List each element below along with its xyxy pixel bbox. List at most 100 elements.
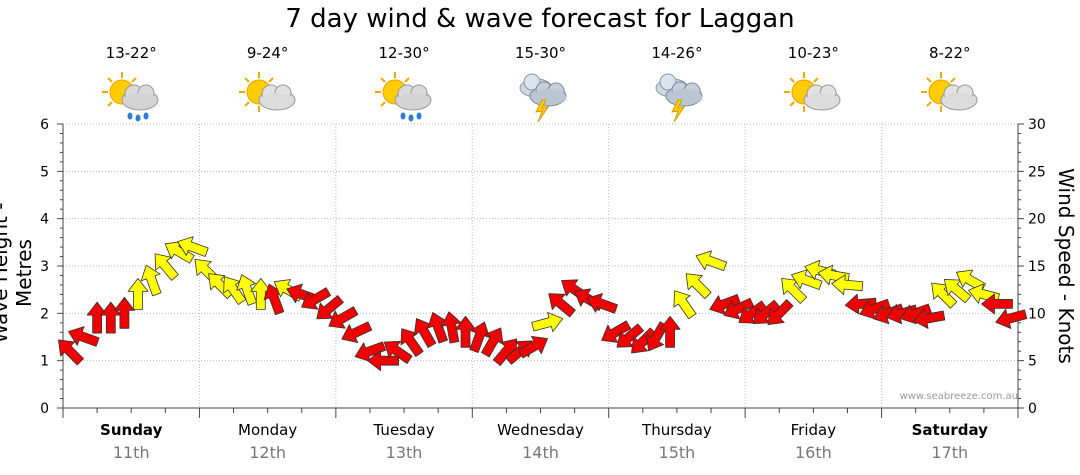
sun-cloud-icon <box>778 66 848 124</box>
right-tick-label: 15 <box>1028 259 1046 275</box>
wind-arrow <box>236 274 257 306</box>
wind-arrow <box>931 282 958 309</box>
wind-arrow <box>995 308 1028 329</box>
sun-cloud-icon <box>915 66 985 124</box>
wind-arrow <box>58 339 84 366</box>
sun-cloud-icon <box>233 66 303 124</box>
wind-arrow <box>859 298 891 320</box>
right-tick-label: 30 <box>1028 117 1046 133</box>
right-tick-label: 5 <box>1028 354 1037 370</box>
wind-arrow <box>685 273 712 300</box>
storm-icon <box>642 66 712 124</box>
wind-arrow <box>548 293 576 318</box>
wind-arrow <box>383 340 413 364</box>
x-date-label: 16th <box>794 443 832 462</box>
wind-arrow <box>86 301 108 334</box>
x-date-label: 15th <box>658 443 696 462</box>
wind-arrow <box>738 300 768 324</box>
wind-arrow <box>341 321 373 344</box>
wind-arrow <box>943 279 972 304</box>
wind-arrow <box>601 320 632 343</box>
wind-arrow <box>981 293 1013 315</box>
x-day-label: Thursday <box>642 421 712 439</box>
wind-arrow <box>913 308 946 329</box>
left-tick-label: 6 <box>40 117 49 133</box>
wind-arrow <box>164 241 195 264</box>
wind-arrow <box>441 311 462 344</box>
y-axis-label-right: Wind Speed - Knots <box>1054 168 1078 364</box>
x-day-label: Tuesday <box>373 421 435 439</box>
wind-arrow <box>68 326 100 347</box>
sun-cloud-rain-icon <box>369 66 439 124</box>
left-tick-label: 1 <box>40 354 49 370</box>
day-temperature: 12-30° <box>378 44 430 62</box>
right-tick-label: 0 <box>1028 401 1037 417</box>
day-temperature: 15-30° <box>514 44 567 62</box>
day-temperature: 13-22° <box>105 44 157 62</box>
left-tick-label: 0 <box>40 401 49 417</box>
wind-arrow <box>469 321 490 354</box>
x-day-label: Monday <box>238 421 298 439</box>
wind-arrow <box>709 294 741 315</box>
wind-arrow <box>455 315 476 348</box>
wind-arrow <box>831 274 864 296</box>
wind-arrow <box>659 315 681 348</box>
wind-arrow <box>328 306 359 329</box>
x-date-label: 17th <box>931 443 969 462</box>
wind-arrows <box>58 236 1028 372</box>
wind-arrow <box>301 287 332 310</box>
wind-arrow <box>400 328 424 357</box>
wind-arrow <box>723 297 755 320</box>
wind-arrow <box>673 290 697 320</box>
wind-arrow <box>367 350 400 372</box>
left-tick-label: 2 <box>40 306 49 322</box>
x-day-label: Friday <box>790 421 837 439</box>
wind-arrow <box>844 293 877 315</box>
wind-arrow <box>752 299 781 324</box>
x-date-label: 11th <box>112 443 150 462</box>
x-date-label: 12th <box>249 443 287 462</box>
day-temperature: 10-23° <box>787 44 839 62</box>
storm-icon <box>506 66 576 124</box>
day-temperature: 9-24° <box>246 44 289 62</box>
left-tick-label: 5 <box>40 164 49 180</box>
x-day-label: Wednesday <box>497 421 584 439</box>
x-day-label: Saturday <box>911 421 988 439</box>
left-tick-label: 3 <box>40 259 49 275</box>
wind-arrow <box>316 295 344 320</box>
wind-arrow <box>531 311 564 333</box>
x-day-label: Sunday <box>100 421 163 439</box>
wind-arrow <box>695 250 728 272</box>
wind-arrow <box>354 341 387 363</box>
chart-title: 7 day wind & wave forecast for Laggan <box>285 4 795 34</box>
left-tick-label: 4 <box>40 212 49 228</box>
right-tick-label: 25 <box>1028 164 1046 180</box>
day-temperature: 14-26° <box>651 44 703 62</box>
wind-arrow <box>223 276 247 305</box>
wind-arrow <box>177 236 209 257</box>
right-tick-label: 10 <box>1028 306 1046 322</box>
wind-arrow <box>492 338 518 366</box>
wind-arrow <box>127 277 149 310</box>
wind-arrow <box>413 318 437 348</box>
wind-arrow <box>114 296 135 329</box>
y-axis-label-left: Wave Height - Metres <box>0 203 36 344</box>
wind-arrow <box>518 335 548 359</box>
day-temperature: 8-22° <box>929 44 971 62</box>
wind-arrow <box>781 277 808 304</box>
wind-arrow <box>250 277 272 310</box>
x-date-label: 13th <box>385 443 423 462</box>
source-credit: www.seabreeze.com.au <box>899 391 1018 402</box>
wind-arrow <box>140 264 162 297</box>
wind-arrow <box>616 323 644 348</box>
right-tick-label: 20 <box>1028 212 1046 228</box>
wind-arrow <box>586 293 618 314</box>
sun-cloud-rain-icon <box>96 66 166 124</box>
wind-arrow <box>427 312 448 344</box>
wind-arrow <box>631 327 657 354</box>
wind-arrow <box>154 253 179 281</box>
axis-ticks: 0 1 2 3 4 5 6 0 5 10 15 20 25 30 <box>40 117 1046 418</box>
wind-arrow <box>791 269 823 290</box>
wind-arrow <box>481 327 504 358</box>
x-date-label: 14th <box>522 443 559 462</box>
